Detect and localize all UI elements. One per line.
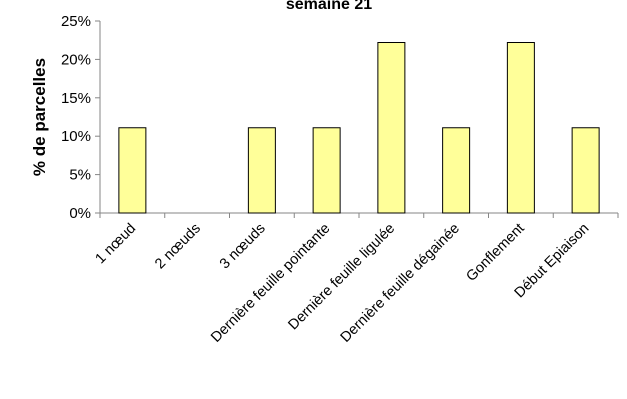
bar bbox=[312, 127, 341, 214]
y-tick-label: 15% bbox=[61, 90, 91, 107]
plot-area: 0%5%10%15%20%25%1 nœud 2 nœuds 3 nœudsDern… bbox=[61, 13, 619, 346]
y-tick-label: 0% bbox=[69, 205, 91, 222]
x-category-label: 3 nœuds bbox=[217, 221, 269, 273]
bar bbox=[118, 127, 147, 214]
bar bbox=[442, 127, 471, 214]
x-category-label: Dernière feuille pointante bbox=[208, 221, 333, 346]
y-axis-label: % de parcelles bbox=[30, 58, 49, 176]
y-tick-label: 5% bbox=[69, 167, 91, 184]
bar bbox=[247, 127, 276, 214]
x-category-label: Gonflement bbox=[463, 221, 527, 285]
x-category-label: Dernière feuille ligulée bbox=[285, 221, 398, 334]
y-tick-label: 25% bbox=[61, 13, 91, 30]
x-category-label: 2 nœuds bbox=[152, 221, 204, 273]
y-tick-label: 20% bbox=[61, 51, 91, 68]
x-category-label: 1 nœud bbox=[93, 221, 140, 268]
y-tick-label: 10% bbox=[61, 128, 91, 145]
bar bbox=[571, 127, 600, 214]
chart-title: semaine 21 bbox=[286, 0, 372, 13]
bar bbox=[377, 42, 406, 214]
bar bbox=[506, 42, 535, 214]
x-category-label: Dernière feuille dégainée bbox=[338, 221, 463, 346]
